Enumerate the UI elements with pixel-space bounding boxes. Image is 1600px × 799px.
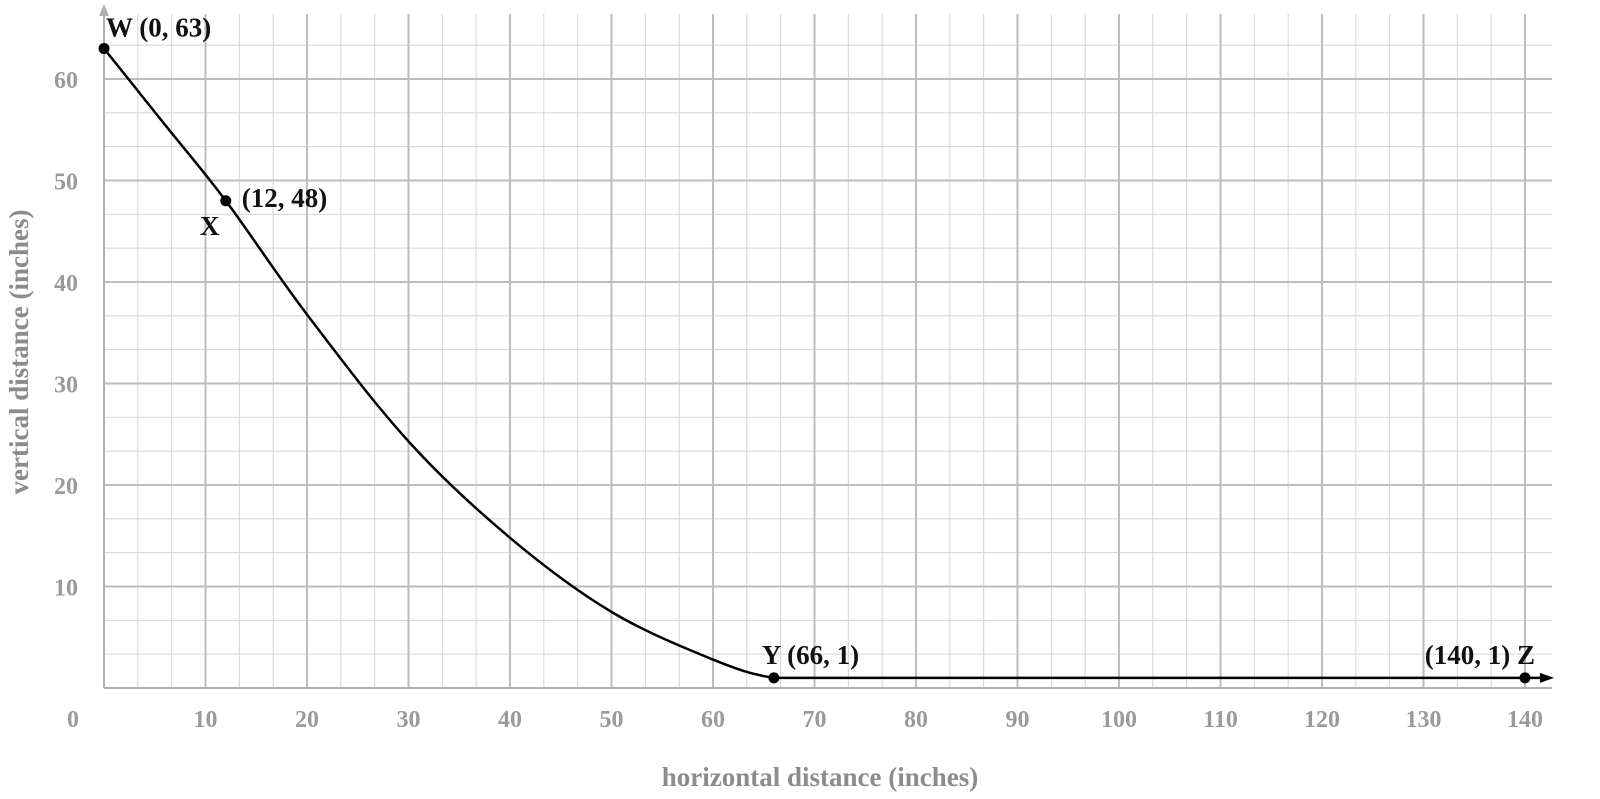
point-w: [98, 43, 110, 55]
y-tick-label: 60: [54, 68, 78, 94]
points-layer: W (0, 63) (12, 48) X Y (66, 1) (140, 1) Z: [98, 13, 1535, 684]
y-tick-label: 40: [54, 271, 78, 297]
y-tick-label: 50: [54, 170, 78, 196]
point-y: [768, 672, 780, 684]
point-label-y: Y (66, 1): [762, 640, 859, 670]
series-arrow: [1540, 672, 1554, 683]
point-label-w: W (0, 63): [106, 13, 211, 43]
origin-label: 0: [67, 707, 79, 733]
series-line: [103, 47, 1546, 680]
x-tick-label: 130: [1406, 707, 1442, 733]
point-x: [220, 195, 232, 207]
y-axis-arrow: [99, 4, 109, 16]
x-tick-label: 70: [803, 707, 827, 733]
point-z: [1519, 672, 1531, 684]
x-tick-label: 90: [1006, 707, 1030, 733]
y-tick-label: 20: [54, 474, 78, 500]
x-tick-label: 10: [194, 707, 218, 733]
tick-labels: 10 20 30 40 50 60 70 80 90 100 110 120 130 140 10 20 30 4…: [54, 68, 1543, 733]
y-tick-label: 30: [54, 373, 78, 399]
x-tick-label: 20: [295, 707, 319, 733]
x-tick-label: 40: [498, 707, 522, 733]
x-tick-label: 140: [1507, 707, 1543, 733]
series-layer: [103, 47, 1554, 683]
point-letter-x: X: [200, 211, 220, 241]
x-axis-title: horizontal distance (inches): [662, 762, 979, 792]
x-tick-label: 100: [1101, 707, 1137, 733]
y-tick-label: 10: [54, 576, 78, 602]
x-tick-label: 120: [1304, 707, 1340, 733]
point-label-z: (140, 1) Z: [1425, 640, 1535, 670]
x-tick-label: 30: [397, 707, 421, 733]
y-axis-title: vertical distance (inches): [4, 210, 34, 495]
point-label-x: (12, 48): [242, 183, 327, 213]
x-tick-label: 110: [1203, 707, 1238, 733]
axes: [99, 4, 1552, 689]
x-tick-label: 50: [600, 707, 624, 733]
x-tick-label: 60: [701, 707, 725, 733]
major-grid: [103, 14, 1552, 689]
minor-grid: [104, 14, 1552, 688]
x-tick-label: 80: [904, 707, 928, 733]
